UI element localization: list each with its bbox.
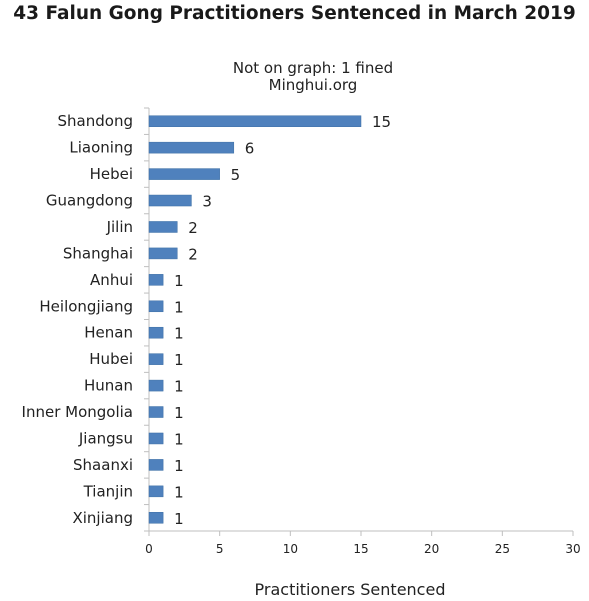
x-axis-title: Practitioners Sentenced: [254, 580, 446, 599]
data-label: 1: [174, 272, 184, 290]
x-tick-label: 25: [495, 542, 510, 556]
data-label: 6: [245, 140, 255, 158]
category-label: Jiangsu: [78, 429, 133, 447]
x-tick-label: 0: [145, 542, 153, 556]
x-tick-label: 15: [353, 542, 368, 556]
data-label: 3: [202, 193, 212, 211]
category-label: Inner Mongolia: [22, 403, 133, 421]
data-label: 1: [174, 404, 184, 422]
x-tick-label: 20: [424, 542, 439, 556]
bar: [148, 485, 164, 498]
x-tick-label: 30: [565, 542, 580, 556]
bar: [148, 406, 164, 418]
subtitle-line-source: Minghui.org: [268, 76, 358, 94]
bar: [148, 300, 164, 313]
category-label: Jilin: [106, 218, 133, 236]
category-label: Shanghai: [63, 244, 133, 262]
bar: [148, 274, 164, 286]
bar: [148, 326, 164, 339]
bar: [148, 194, 192, 207]
data-label: 1: [174, 430, 184, 448]
data-label: 1: [174, 483, 184, 501]
bar: [148, 115, 362, 127]
subtitle-line-note: Not on graph: 1 fined: [232, 59, 394, 77]
category-label: Xinjiang: [72, 509, 133, 527]
data-label: 5: [231, 166, 241, 184]
category-label: Hebei: [90, 165, 133, 183]
category-label: Heilongjiang: [39, 297, 133, 315]
bar: [148, 379, 164, 392]
bar: [148, 247, 178, 260]
category-label: Hunan: [84, 377, 133, 395]
x-tick-label: 10: [283, 542, 298, 556]
category-label: Shandong: [58, 112, 133, 130]
data-label: 1: [174, 325, 184, 343]
category-label: Guangdong: [46, 192, 133, 210]
data-label: 1: [174, 378, 184, 396]
category-label: Liaoning: [69, 139, 133, 157]
category-label: Anhui: [90, 271, 133, 289]
data-label: 1: [174, 351, 184, 369]
data-label: 2: [188, 245, 198, 263]
bar: [148, 512, 164, 524]
category-label: Hubei: [89, 350, 133, 368]
chart-subtitle: Not on graph: 1 fined Minghui.org: [0, 60, 589, 94]
data-label: 2: [188, 219, 198, 237]
bar: [148, 459, 164, 471]
data-label: 1: [174, 457, 184, 475]
bar: [148, 168, 220, 180]
bar: [148, 353, 164, 365]
x-tick-label: 5: [216, 542, 224, 556]
data-label: 1: [174, 298, 184, 316]
chart-title: 43 Falun Gong Practitioners Sentenced in…: [13, 3, 576, 24]
bar: [148, 141, 235, 154]
category-label: Tianjin: [83, 482, 133, 500]
bar: [148, 221, 178, 233]
category-label: Henan: [84, 324, 133, 342]
data-label: 15: [372, 113, 391, 131]
data-label: 1: [174, 510, 184, 528]
category-label: Shaanxi: [73, 456, 133, 474]
bar: [148, 432, 164, 445]
